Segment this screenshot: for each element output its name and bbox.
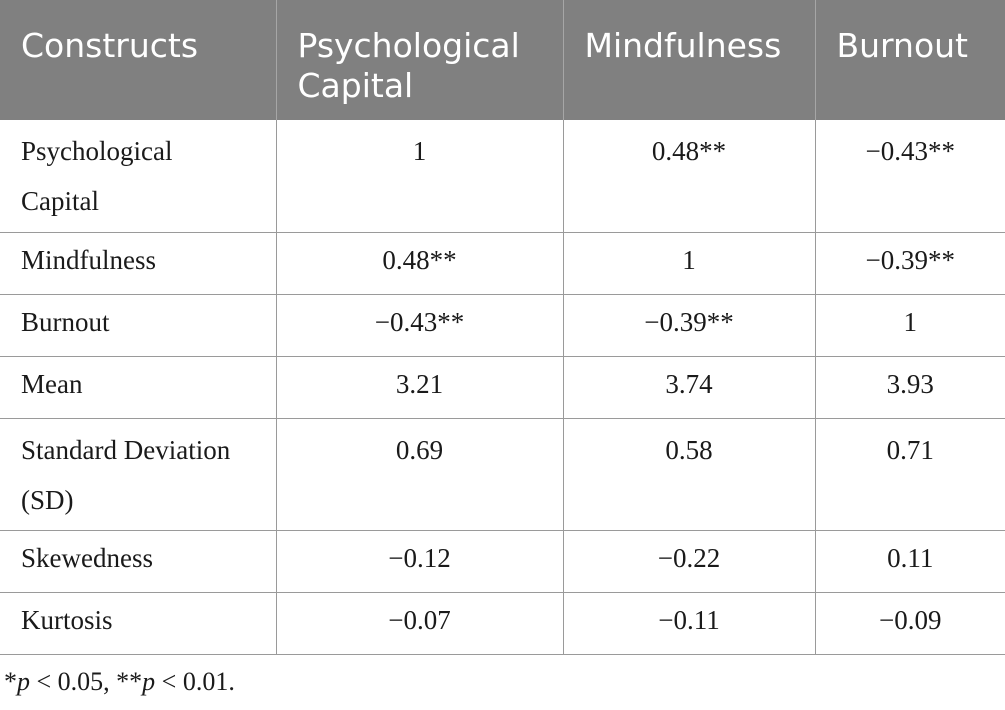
- table-cell: −0.07: [276, 592, 564, 655]
- footnote-p: p: [142, 667, 156, 696]
- table-cell: 0.48**: [276, 232, 564, 295]
- table-cell: 0.58: [563, 418, 816, 531]
- table-row-kurtosis: Kurtosis −0.07 −0.11 −0.09: [0, 592, 1005, 655]
- table-row-psychological-capital: Psychological Capital 1 0.48** −0.43**: [0, 120, 1005, 233]
- table-cell: 0.11: [815, 530, 1005, 593]
- table-cell: 3.21: [276, 356, 564, 419]
- table-row-standard-deviation: Standard Deviation (SD) 0.69 0.58 0.71: [0, 418, 1005, 531]
- row-label: Skewedness: [0, 530, 277, 593]
- header-label: Constructs: [21, 26, 199, 65]
- table-cell: 1: [276, 120, 564, 233]
- row-label-text: (SD): [21, 484, 74, 515]
- table-cell: 1: [563, 232, 816, 295]
- table-cell: −0.39**: [815, 232, 1005, 295]
- footnote-condition: < 0.05,: [30, 667, 117, 696]
- header-label: Capital: [297, 66, 414, 105]
- table-cell: −0.43**: [276, 294, 564, 357]
- table-cell: 1: [815, 294, 1005, 357]
- table-cell: 0.48**: [563, 120, 816, 233]
- table-cell: −0.12: [276, 530, 564, 593]
- table-cell: 0.71: [815, 418, 1005, 531]
- footnote-star: **: [116, 667, 143, 696]
- header-constructs: Constructs: [0, 0, 277, 120]
- table-cell: −0.43**: [815, 120, 1005, 233]
- row-label-text: Capital: [21, 186, 99, 216]
- header-burnout: Burnout: [815, 0, 1005, 120]
- header-psychological-capital: Psychological Capital: [276, 0, 564, 120]
- row-label: Psychological Capital: [0, 120, 277, 233]
- row-label-text: Standard Deviation: [21, 434, 231, 465]
- table-cell: −0.22: [563, 530, 816, 593]
- header-label: Mindfulness: [584, 26, 782, 65]
- row-label-text: Psychological: [21, 136, 173, 166]
- header-label: Burnout: [836, 26, 969, 65]
- table-cell: 3.93: [815, 356, 1005, 419]
- table-footnote: *p < 0.05, **p < 0.01.: [4, 664, 235, 700]
- table-row-mindfulness: Mindfulness 0.48** 1 −0.39**: [0, 232, 1005, 295]
- table-cell: 0.69: [276, 418, 564, 531]
- table-cell: 3.74: [563, 356, 816, 419]
- footnote-condition: < 0.01.: [155, 667, 235, 696]
- table-row-burnout: Burnout −0.43** −0.39** 1: [0, 294, 1005, 357]
- row-label: Mindfulness: [0, 232, 277, 295]
- table-cell: −0.11: [563, 592, 816, 655]
- footnote-p: p: [17, 667, 30, 696]
- header-mindfulness: Mindfulness: [563, 0, 816, 120]
- row-label: Kurtosis: [0, 592, 277, 655]
- table-cell: −0.09: [815, 592, 1005, 655]
- header-label: Psychological: [297, 26, 520, 65]
- table-row-skewedness: Skewedness −0.12 −0.22 0.11: [0, 530, 1005, 593]
- row-label: Standard Deviation (SD): [0, 418, 277, 531]
- row-label: Burnout: [0, 294, 277, 357]
- table-cell: −0.39**: [563, 294, 816, 357]
- header-row: Constructs Psychological Capital Mindful…: [0, 0, 1005, 120]
- row-label: Mean: [0, 356, 277, 419]
- correlation-table: Constructs Psychological Capital Mindful…: [0, 0, 1005, 655]
- table-row-mean: Mean 3.21 3.74 3.93: [0, 356, 1005, 419]
- footnote-star: *: [4, 667, 17, 696]
